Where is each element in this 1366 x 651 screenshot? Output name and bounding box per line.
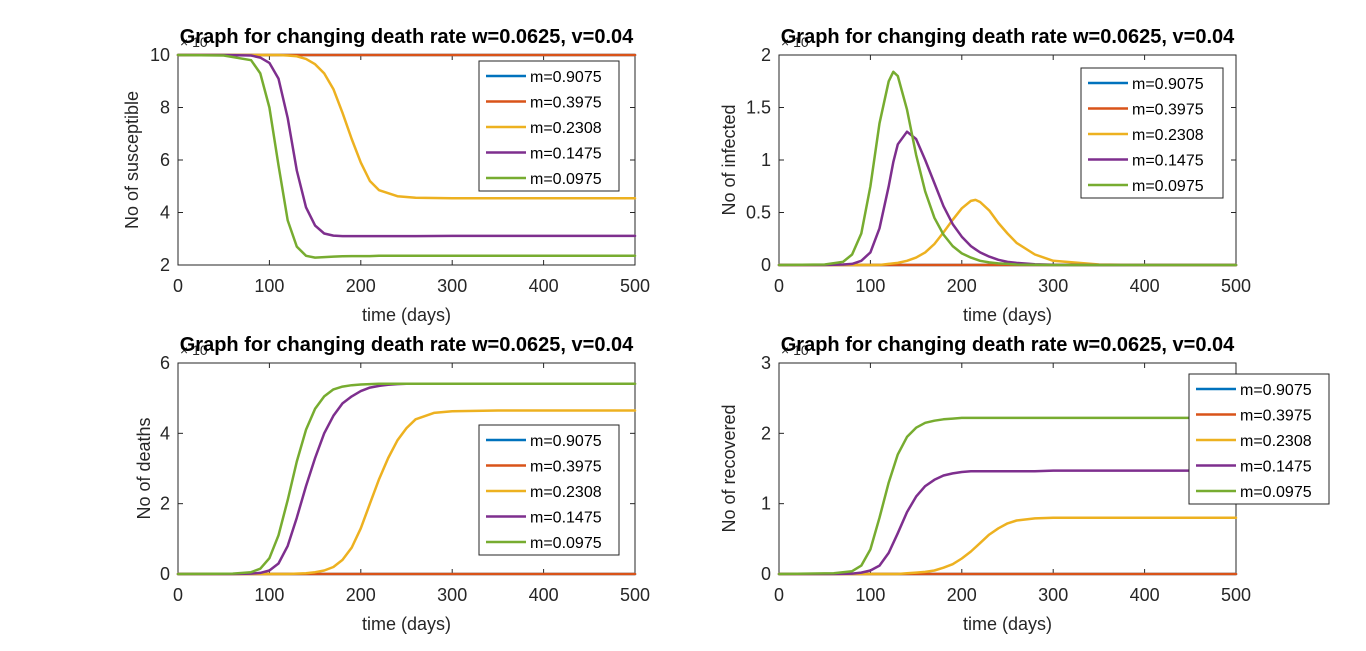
x-tick-label: 0: [173, 585, 183, 605]
legend-entry: m=0.1475: [1132, 153, 1204, 170]
x-tick-label: 300: [437, 276, 467, 296]
series-line-m-0-2308: [777, 516, 1238, 576]
y-axis-label: No of infected: [719, 104, 739, 215]
chart-title: Graph for changing death rate w=0.0625, …: [781, 334, 1235, 356]
y-tick-label: 0.5: [746, 203, 771, 223]
x-tick-label: 200: [346, 585, 376, 605]
legend: m=0.9075 m=0.3975 m=0.2308 m=0.1475 m=0.0975: [1080, 67, 1224, 199]
series-line-m-0-0975: [777, 70, 1238, 267]
x-axis-label: time (days): [963, 614, 1052, 634]
x-tick-label: 100: [855, 585, 885, 605]
legend-entry: m=0.3975: [530, 95, 602, 112]
legend-entry: m=0.1475: [530, 510, 602, 527]
y-tick-label: 6: [160, 353, 170, 373]
series-line-m-0-0975: [176, 382, 637, 576]
series-line-m-0-1475: [176, 53, 637, 238]
legend-entry: m=0.3975: [1240, 408, 1312, 425]
legend-entry: m=0.9075: [530, 433, 602, 450]
y-exponent-label: × 10: [781, 34, 809, 50]
y-tick-label: 0: [761, 564, 771, 584]
legend-entry: m=0.3975: [1132, 102, 1204, 119]
legend-entry: m=0.3975: [530, 459, 602, 476]
x-tick-label: 200: [947, 276, 977, 296]
x-tick-label: 400: [1130, 585, 1160, 605]
x-tick-label: 400: [1130, 276, 1160, 296]
x-tick-label: 500: [1221, 276, 1251, 296]
legend-entry: m=0.0975: [1240, 484, 1312, 501]
legend-entry: m=0.2308: [530, 484, 602, 501]
x-tick-label: 500: [620, 585, 650, 605]
y-tick-label: 6: [160, 150, 170, 170]
x-axis-label: time (days): [963, 305, 1052, 325]
series-line-m-0-2308: [176, 53, 637, 200]
y-tick-label: 2: [160, 255, 170, 275]
x-tick-label: 300: [437, 585, 467, 605]
x-tick-label: 100: [254, 585, 284, 605]
y-tick-label: 1.5: [746, 98, 771, 118]
y-axis-label: No of deaths: [134, 417, 154, 519]
y-tick-label: 4: [160, 203, 170, 223]
series-line-m-0-0975: [176, 53, 637, 259]
y-tick-label: 4: [160, 423, 170, 443]
legend-entry: m=0.0975: [530, 535, 602, 552]
y-tick-label: 1: [761, 150, 771, 170]
y-exponent-label: × 10: [781, 342, 809, 358]
plot-area: [778, 362, 1237, 575]
legend-entry: m=0.9075: [1132, 76, 1204, 93]
x-tick-label: 200: [947, 585, 977, 605]
series-line-m-0-0975: [777, 416, 1238, 576]
x-tick-label: 500: [620, 276, 650, 296]
legend: m=0.9075 m=0.3975 m=0.2308 m=0.1475 m=0.0975: [478, 60, 620, 192]
x-tick-label: 100: [254, 276, 284, 296]
y-tick-label: 1: [761, 494, 771, 514]
x-tick-label: 300: [1038, 276, 1068, 296]
y-tick-label: 10: [150, 45, 170, 65]
legend: m=0.9075 m=0.3975 m=0.2308 m=0.1475 m=0.0975: [478, 424, 620, 556]
legend-entry: m=0.2308: [1240, 433, 1312, 450]
x-tick-label: 200: [346, 276, 376, 296]
y-tick-label: 2: [160, 494, 170, 514]
x-tick-label: 0: [774, 276, 784, 296]
x-tick-label: 0: [774, 585, 784, 605]
y-exponent-label: × 10: [180, 342, 208, 358]
series-line-m-0-1475: [777, 130, 1238, 267]
x-axis-label: time (days): [362, 305, 451, 325]
y-tick-label: 0: [761, 255, 771, 275]
x-tick-label: 100: [855, 276, 885, 296]
y-tick-label: 8: [160, 98, 170, 118]
x-axis-label: time (days): [362, 614, 451, 634]
x-tick-label: 500: [1221, 585, 1251, 605]
chart-title: Graph for changing death rate w=0.0625, …: [781, 26, 1235, 48]
series-line-m-0-1475: [777, 469, 1238, 576]
legend-entry: m=0.1475: [530, 146, 602, 163]
legend-entry: m=0.2308: [1132, 127, 1204, 144]
y-tick-label: 2: [761, 45, 771, 65]
y-tick-label: 2: [761, 423, 771, 443]
legend-entry: m=0.0975: [1132, 178, 1204, 195]
x-tick-label: 0: [173, 276, 183, 296]
y-tick-label: 3: [761, 353, 771, 373]
y-axis-label: No of susceptible: [122, 91, 142, 229]
legend: m=0.9075 m=0.3975 m=0.2308 m=0.1475 m=0.0975: [1188, 373, 1330, 505]
y-exponent-label: × 10: [180, 34, 208, 50]
legend-entry: m=0.2308: [530, 120, 602, 137]
y-tick-label: 0: [160, 564, 170, 584]
series-line-m-0-2308: [176, 409, 637, 576]
legend-entry: m=0.0975: [530, 171, 602, 188]
legend-entry: m=0.9075: [1240, 382, 1312, 399]
legend-entry: m=0.9075: [530, 69, 602, 86]
chart-title: Graph for changing death rate w=0.0625, …: [180, 334, 634, 356]
x-tick-label: 400: [529, 276, 559, 296]
legend-entry: m=0.1475: [1240, 459, 1312, 476]
x-tick-label: 400: [529, 585, 559, 605]
x-tick-label: 300: [1038, 585, 1068, 605]
chart-title: Graph for changing death rate w=0.0625, …: [180, 26, 634, 48]
y-axis-label: No of recovered: [719, 404, 739, 532]
